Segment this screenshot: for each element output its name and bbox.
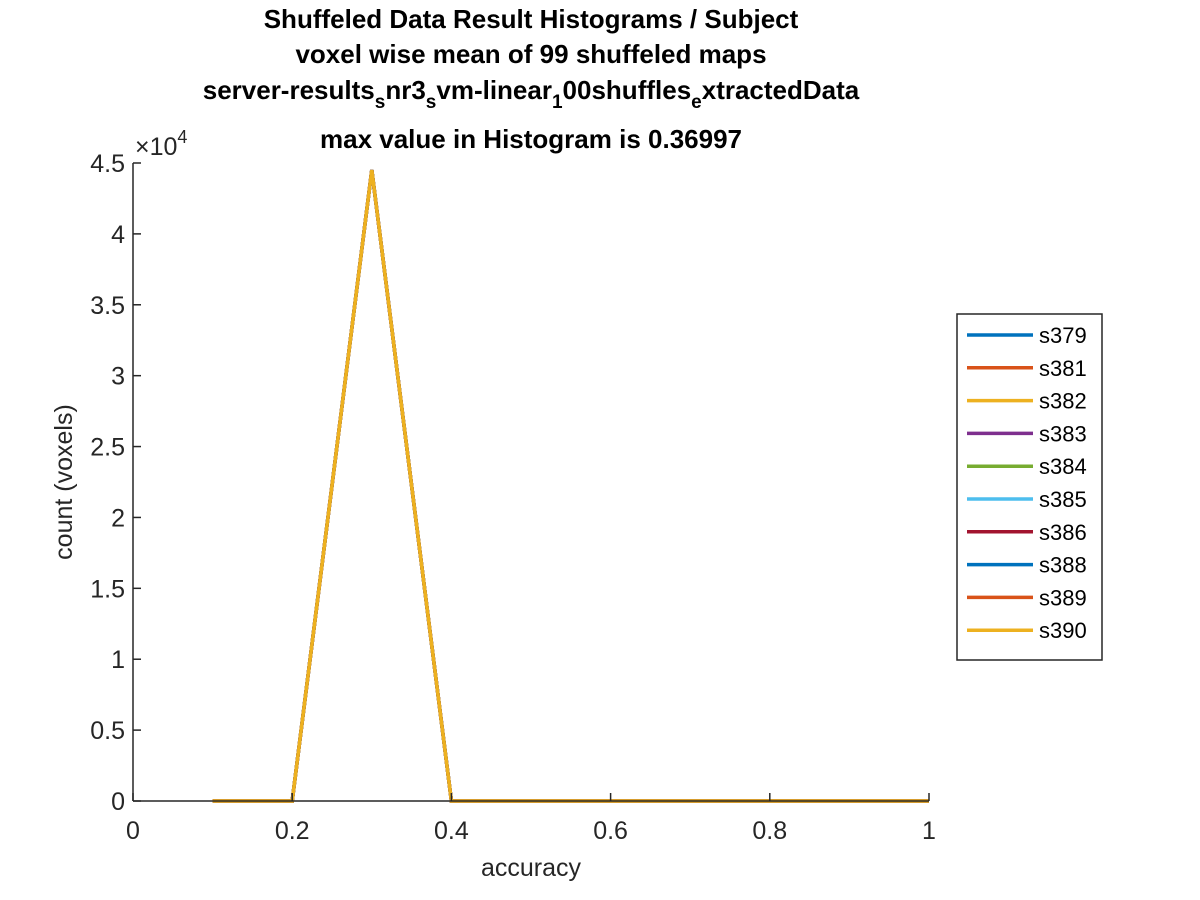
y-tick-label: 1.5 — [90, 575, 125, 603]
x-tick-label: 0.8 — [752, 817, 787, 845]
legend-label-s389: s389 — [1039, 585, 1087, 610]
title-subscript: s — [375, 92, 386, 113]
legend-label-s379: s379 — [1039, 323, 1087, 348]
title-line-1: Shuffeled Data Result Histograms / Subje… — [264, 4, 799, 34]
y-exponent-power: 4 — [177, 127, 187, 147]
legend-box — [956, 313, 1103, 661]
title-segment: nr3 — [385, 75, 425, 105]
y-tick-label: 2.5 — [90, 434, 125, 462]
y-exponent-base: ×10 — [135, 133, 177, 161]
x-tick-label: 1 — [922, 817, 936, 845]
legend: s379 s381 s382 s383 s384 s385 s386 s388 s389 s390 — [956, 313, 1103, 661]
axes: 0 0.2 0.4 0.6 0.8 100.511.522.533.544.5×104ac… — [50, 127, 936, 882]
legend-label-s382: s382 — [1039, 389, 1087, 414]
legend-label-s384: s384 — [1039, 454, 1087, 479]
y-tick-label: 0.5 — [90, 717, 125, 745]
x-tick-label: 0.6 — [593, 817, 628, 845]
y-tick-label: 1 — [111, 646, 125, 674]
title-subscript: 1 — [552, 92, 563, 113]
y-axis-label: count (voxels) — [50, 404, 78, 560]
title-segment: xtractedData — [702, 75, 860, 105]
title-segment: 00shuffles — [563, 75, 692, 105]
title-line-4: max value in Histogram is 0.36997 — [320, 124, 742, 154]
title-segment: vm-linear — [436, 75, 552, 105]
legend-label-s383: s383 — [1039, 421, 1087, 446]
y-tick-label: 2 — [111, 504, 125, 532]
y-tick-label: 0 — [111, 788, 125, 816]
y-tick-label: 4.5 — [90, 150, 125, 178]
legend-label-s390: s390 — [1039, 618, 1087, 643]
x-tick-label: 0 — [126, 817, 140, 845]
legend-label-s386: s386 — [1039, 520, 1087, 545]
legend-label-s385: s385 — [1039, 487, 1087, 512]
x-axis-label: accuracy — [481, 854, 582, 882]
y-tick-label: 4 — [111, 221, 125, 249]
y-tick-label: 3 — [111, 363, 125, 391]
y-tick-label: 3.5 — [90, 292, 125, 320]
x-tick-label: 0.4 — [434, 817, 469, 845]
title-line-2: voxel wise mean of 99 shuffeled maps — [295, 39, 766, 69]
x-tick-label: 0.2 — [275, 817, 310, 845]
title-line-3: server-resultssnr3svm-linear100shufflese… — [203, 75, 860, 113]
y-exponent-label: ×104 — [135, 127, 187, 161]
title-subscript: s — [426, 92, 437, 113]
title-subscript: e — [691, 92, 702, 113]
title-segment: server-results — [203, 75, 375, 105]
legend-label-s388: s388 — [1039, 553, 1087, 578]
chart-title: Shuffeled Data Result Histograms / Subje… — [203, 4, 860, 154]
legend-label-s381: s381 — [1039, 356, 1087, 381]
